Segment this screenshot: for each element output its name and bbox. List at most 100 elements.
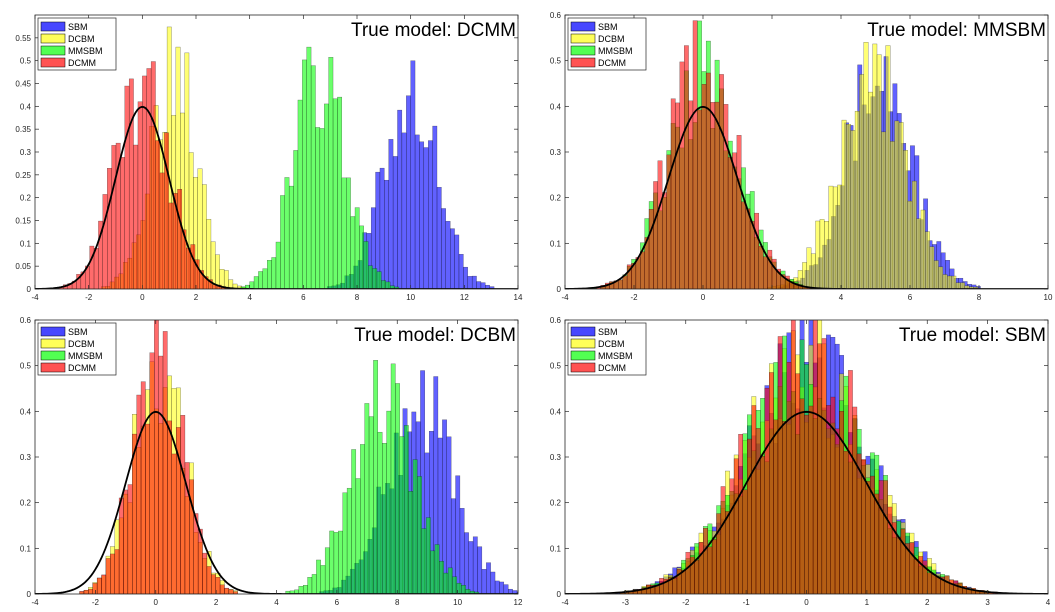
histogram-bar: [808, 405, 814, 594]
histogram-bar: [297, 99, 303, 289]
histogram-bar: [480, 282, 486, 289]
histogram-bar: [140, 381, 146, 594]
histogram-bar: [852, 406, 858, 594]
legend-swatch-dcbm: [40, 33, 66, 44]
y-tick-label: 0.15: [15, 217, 31, 226]
histogram-bar: [342, 492, 348, 594]
x-tick-label: 6: [908, 293, 913, 302]
histogram-bar: [472, 536, 478, 594]
histogram-bar: [933, 260, 939, 289]
histogram-bar: [654, 585, 660, 594]
y-tick-label: 0.3: [550, 148, 562, 157]
histogram-bar: [817, 343, 823, 594]
legend-label: DCBM: [68, 34, 95, 44]
legend-label: DCMM: [598, 363, 626, 373]
legend-swatch-dcbm: [570, 33, 596, 44]
histogram-bar: [110, 553, 115, 594]
legend-swatch-mmsbm: [40, 350, 66, 361]
histogram-bar: [951, 275, 957, 289]
x-tick-label: 12: [460, 293, 469, 302]
y-tick-label: 0: [557, 590, 562, 599]
y-tick-label: 0.5: [20, 362, 32, 371]
histogram-bar: [111, 145, 117, 289]
histogram-bar: [846, 123, 851, 289]
histogram-bar: [412, 459, 418, 594]
histogram-bar: [320, 565, 326, 594]
x-tick-label: 6: [335, 598, 340, 607]
histogram-bar: [298, 586, 304, 594]
histogram-bar: [450, 228, 455, 289]
histogram-bar: [749, 221, 755, 289]
histogram-bar: [769, 372, 774, 594]
histogram-bar: [685, 551, 691, 594]
legend-label: DCMM: [68, 363, 96, 373]
y-tick-label: 0.1: [20, 239, 32, 248]
histogram-bar: [684, 45, 689, 289]
histogram-bar: [258, 271, 263, 289]
histogram-bar: [428, 140, 433, 289]
histogram-bar: [372, 268, 378, 289]
histogram-bar: [96, 577, 102, 594]
panel-2: -4 -2 0 2 4 6 8 10 0 0.1 0.2 0.3 0.4 0.5 0.6 True model…: [550, 11, 1053, 302]
histogram-bar: [223, 270, 229, 289]
x-tick-label: -1: [743, 598, 751, 607]
legend-label: DCBM: [598, 339, 625, 349]
histogram-bar: [354, 207, 360, 289]
histogram-bar: [408, 491, 414, 594]
histogram-bar: [738, 434, 744, 594]
histogram-bar: [767, 249, 773, 289]
legend-label: DCBM: [68, 339, 95, 349]
histogram-bar: [346, 487, 352, 594]
legend-swatch-dcbm: [40, 338, 66, 349]
histogram-bar: [931, 574, 937, 594]
histogram-bar: [499, 581, 505, 594]
histogram-bar: [180, 415, 186, 594]
x-tick-label: 2: [925, 598, 930, 607]
legend: SBM DCBM MMSBM DCMM: [567, 17, 647, 71]
plot-marks: [565, 20, 1048, 289]
histogram-bar: [333, 532, 339, 594]
histogram-bar: [114, 549, 120, 594]
histogram-bar: [425, 517, 431, 594]
histogram-bar: [894, 120, 900, 289]
histogram-bar: [167, 420, 172, 594]
histogram-bar: [727, 157, 733, 289]
histogram-bar: [228, 589, 234, 594]
legend-swatch-sbm: [40, 326, 66, 337]
y-tick-label: 0.55: [15, 34, 31, 43]
histogram-bar: [723, 104, 729, 289]
histogram-bar: [105, 558, 111, 594]
legend-label: DCMM: [68, 58, 96, 68]
histogram-bar: [107, 168, 112, 289]
histogram-bar: [319, 128, 325, 289]
x-tick-label: -4: [31, 598, 39, 607]
legend-swatch-mmsbm: [570, 45, 596, 56]
histogram-bar: [672, 576, 678, 594]
histogram-bar: [942, 274, 948, 289]
histogram-bar: [716, 513, 722, 594]
histogram-bar: [168, 202, 174, 289]
histogram-bar: [219, 584, 225, 594]
histogram-bar: [458, 254, 464, 289]
series-dcmm: [596, 20, 812, 289]
histogram-bar: [795, 373, 801, 594]
legend-label: DCMM: [598, 58, 626, 68]
histogram-bar: [920, 209, 926, 289]
histogram-bar: [390, 363, 396, 594]
x-tick-label: 10: [406, 293, 415, 302]
histogram-bar: [324, 103, 329, 289]
legend-swatch-sbm: [40, 21, 66, 32]
legend-swatch-mmsbm: [40, 45, 66, 56]
histogram-bar: [399, 436, 405, 594]
x-tick-label: -2: [682, 598, 690, 607]
legend-swatch-dcmm: [570, 362, 596, 373]
histogram-bar: [733, 458, 739, 594]
legend-label: SBM: [598, 22, 618, 32]
histogram-bar: [468, 541, 474, 594]
histogram-bar: [477, 546, 483, 594]
histogram-bar: [392, 156, 398, 289]
histogram-bar: [249, 281, 255, 289]
x-tick-label: 14: [514, 293, 523, 302]
histogram-bar: [618, 279, 623, 289]
